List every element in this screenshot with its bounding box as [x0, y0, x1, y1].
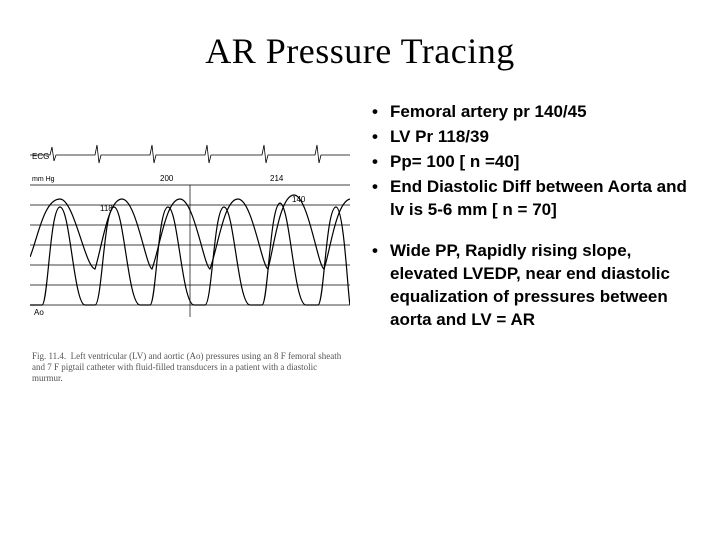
text-column: Femoral artery pr 140/45 LV Pr 118/39 Pp… — [368, 97, 690, 383]
slide-title: AR Pressure Tracing — [30, 30, 690, 72]
x-tick-1: 214 — [270, 174, 284, 183]
pressure-label-118: 118 — [100, 204, 113, 213]
list-item: Femoral artery pr 140/45 — [368, 101, 690, 124]
bullet-list-2: Wide PP, Rapidly rising slope, elevated … — [368, 240, 690, 332]
ecg-label: ECG — [32, 152, 49, 161]
figure-column: ECG mm Hg 200 214 — [30, 97, 350, 383]
ecg-waveform — [30, 145, 350, 163]
content-row: ECG mm Hg 200 214 — [30, 97, 690, 383]
bullet-list-1: Femoral artery pr 140/45 LV Pr 118/39 Pp… — [368, 101, 690, 222]
list-item: End Diastolic Diff between Aorta and lv … — [368, 176, 690, 222]
slide: AR Pressure Tracing ECG mm Hg 200 214 — [0, 0, 720, 540]
ao-label: Ao — [34, 308, 44, 317]
figure-caption: Fig. 11.4. Left ventricular (LV) and aor… — [30, 351, 350, 383]
list-item: Wide PP, Rapidly rising slope, elevated … — [368, 240, 690, 332]
list-item: LV Pr 118/39 — [368, 126, 690, 149]
list-item: Pp= 100 [ n =40] — [368, 151, 690, 174]
pressure-tracing-figure: ECG mm Hg 200 214 — [30, 97, 350, 347]
pressure-label-140: 140 — [292, 195, 306, 204]
y-unit-label: mm Hg — [32, 176, 55, 183]
caption-highlight: aortic — [164, 351, 185, 361]
caption-prefix: Fig. 11.4. Left ventricular (LV) and — [32, 351, 164, 361]
x-tick-0: 200 — [160, 174, 174, 183]
tracing-svg: ECG mm Hg 200 214 — [30, 97, 350, 347]
